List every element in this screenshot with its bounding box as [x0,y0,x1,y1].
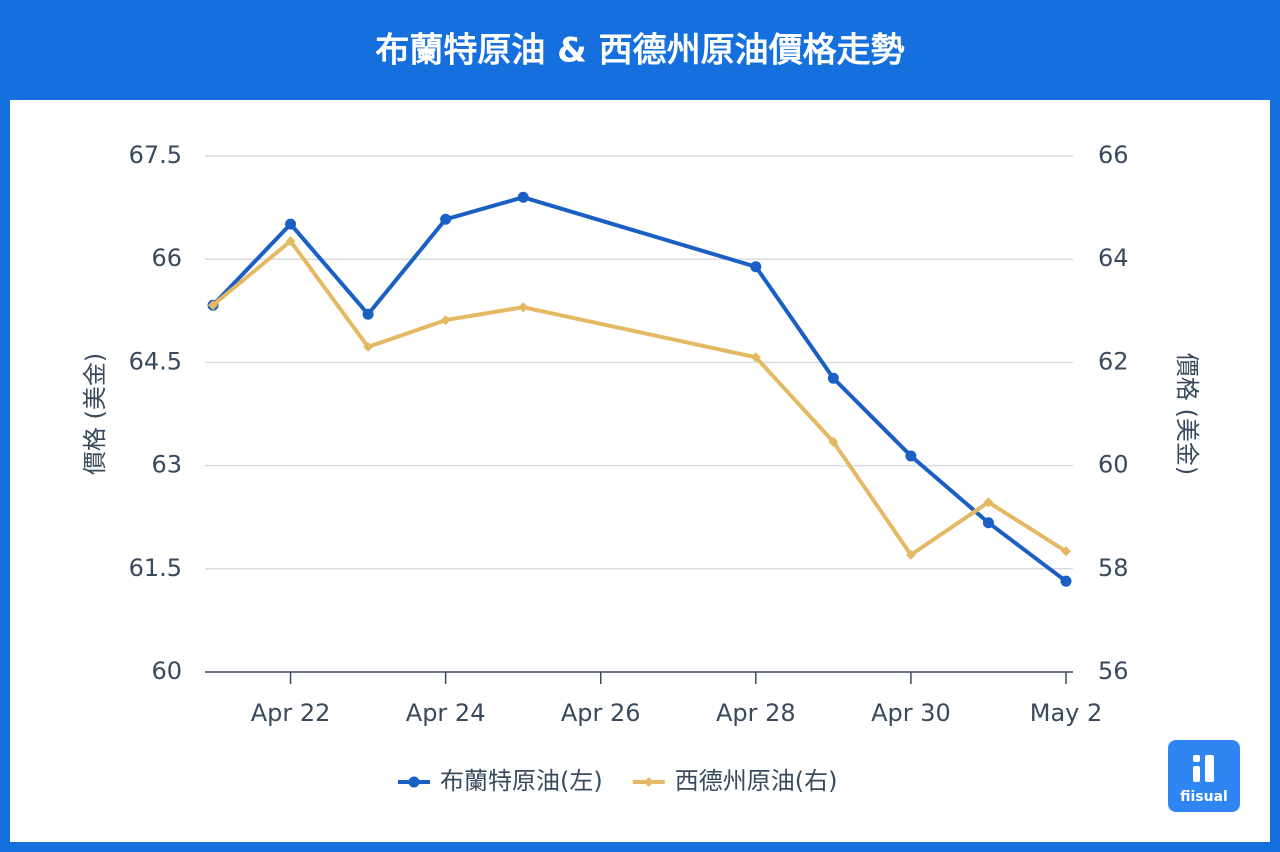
x-tick-label: Apr 30 [871,699,951,727]
data-point [750,261,762,273]
logo-icon [1205,755,1214,782]
logo-text: fiisual [1180,789,1228,805]
logo-badge [1168,740,1240,812]
y-tick-label: 64.5 [129,347,182,375]
chart-title: 布蘭特原油 & 西德州原油價格走勢 [375,31,904,71]
legend-marker [408,776,420,788]
y-tick-label: 61.5 [129,554,182,582]
panel [10,100,1270,842]
y2-tick-label: 60 [1098,451,1129,479]
data-point [750,352,761,363]
y2-tick-label: 64 [1098,244,1129,272]
logo-icon [1193,766,1200,782]
x-tick-label: May 2 [1030,699,1103,727]
series-line [211,195,1068,583]
y2-axis-label: 價格 (美金) [1173,353,1201,475]
data-point [208,300,218,311]
x-tick-label: Apr 26 [561,699,641,727]
logo-icon [1193,755,1200,762]
y2-tick-label: 62 [1098,347,1129,375]
x-tick-label: Apr 28 [716,699,796,727]
data-point [363,341,374,352]
data-point [1061,546,1071,557]
data-point [983,497,994,508]
y-tick-label: 63 [151,451,182,479]
y-tick-label: 60 [151,657,182,685]
data-point [285,218,297,230]
y2-tick-label: 58 [1098,554,1129,582]
data-point [440,315,451,326]
y-axis-label: 價格 (美金) [81,353,109,475]
y-tick-label: 66 [151,244,182,272]
x-tick-label: Apr 24 [406,699,486,727]
data-point [827,372,839,384]
data-point [1060,575,1072,587]
legend-label: 西德州原油(右) [675,767,838,795]
data-point [982,517,994,529]
data-point [517,191,529,203]
data-point [440,213,452,225]
x-tick-label: Apr 22 [251,699,331,727]
y-tick-label: 67.5 [129,141,182,169]
data-point [905,450,917,462]
y2-tick-label: 66 [1098,141,1129,169]
legend-label: 布蘭特原油(左) [440,767,603,795]
y2-tick-label: 56 [1098,657,1129,685]
series-line [211,239,1068,557]
data-point [362,308,374,320]
data-point [828,436,839,447]
data-point [285,236,296,247]
data-point [518,302,529,313]
data-point [905,549,916,560]
legend-marker [643,777,654,787]
